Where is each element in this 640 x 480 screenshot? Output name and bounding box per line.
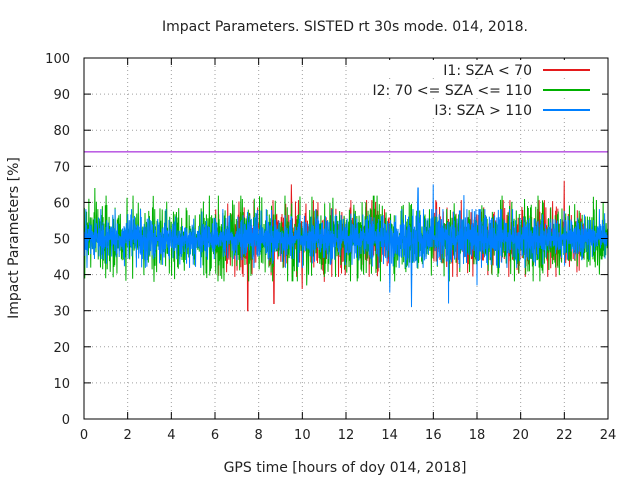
y-axis-title: Impact Parameters [%]: [6, 157, 22, 319]
y-tick-label: 80: [53, 124, 70, 139]
x-tick-label: 8: [255, 428, 263, 443]
x-tick-label: 14: [381, 428, 398, 443]
y-tick-label: 60: [53, 196, 70, 211]
x-tick-label: 20: [512, 428, 529, 443]
chart-title: Impact Parameters. SISTED rt 30s mode. 0…: [162, 19, 528, 35]
y-tick-label: 40: [53, 269, 70, 284]
y-tick-label: 30: [53, 305, 70, 320]
legend-background: [372, 80, 602, 98]
y-tick-label: 100: [45, 52, 70, 67]
x-tick-label: 10: [294, 428, 311, 443]
legend-background: [372, 100, 602, 118]
x-axis-title: GPS time [hours of doy 014, 2018]: [224, 460, 467, 476]
x-tick-label: 12: [338, 428, 355, 443]
x-tick-label: 6: [211, 428, 219, 443]
plot-series: [84, 151, 608, 312]
x-tick-label: 16: [425, 428, 442, 443]
x-tick-label: 22: [556, 428, 573, 443]
y-tick-label: 0: [62, 413, 70, 428]
axes: 0 2 4 6 8 10 12 14 16 18 20 22 240102030405060708090…: [45, 52, 616, 443]
x-tick-label: 18: [469, 428, 486, 443]
y-tick-label: 10: [53, 377, 70, 392]
x-tick-label: 0: [80, 428, 88, 443]
y-tick-label: 90: [53, 88, 70, 103]
legend-label-2: I2: 70 <= SZA <= 110: [372, 83, 532, 99]
legend: I1: SZA < 70 I2: 70 <= SZA <= 110 I3: SZA …: [372, 60, 602, 119]
x-tick-label: 4: [167, 428, 175, 443]
x-tick-label: 2: [124, 428, 132, 443]
x-tick-label: 24: [600, 428, 617, 443]
y-tick-label: 20: [53, 341, 70, 356]
legend-label-1: I1: SZA < 70: [443, 63, 532, 79]
legend-background: [372, 60, 602, 78]
y-tick-label: 70: [53, 160, 70, 175]
y-tick-label: 50: [53, 233, 70, 248]
legend-label-3: I3: SZA > 110: [434, 103, 532, 119]
series-line-3: [84, 184, 608, 308]
